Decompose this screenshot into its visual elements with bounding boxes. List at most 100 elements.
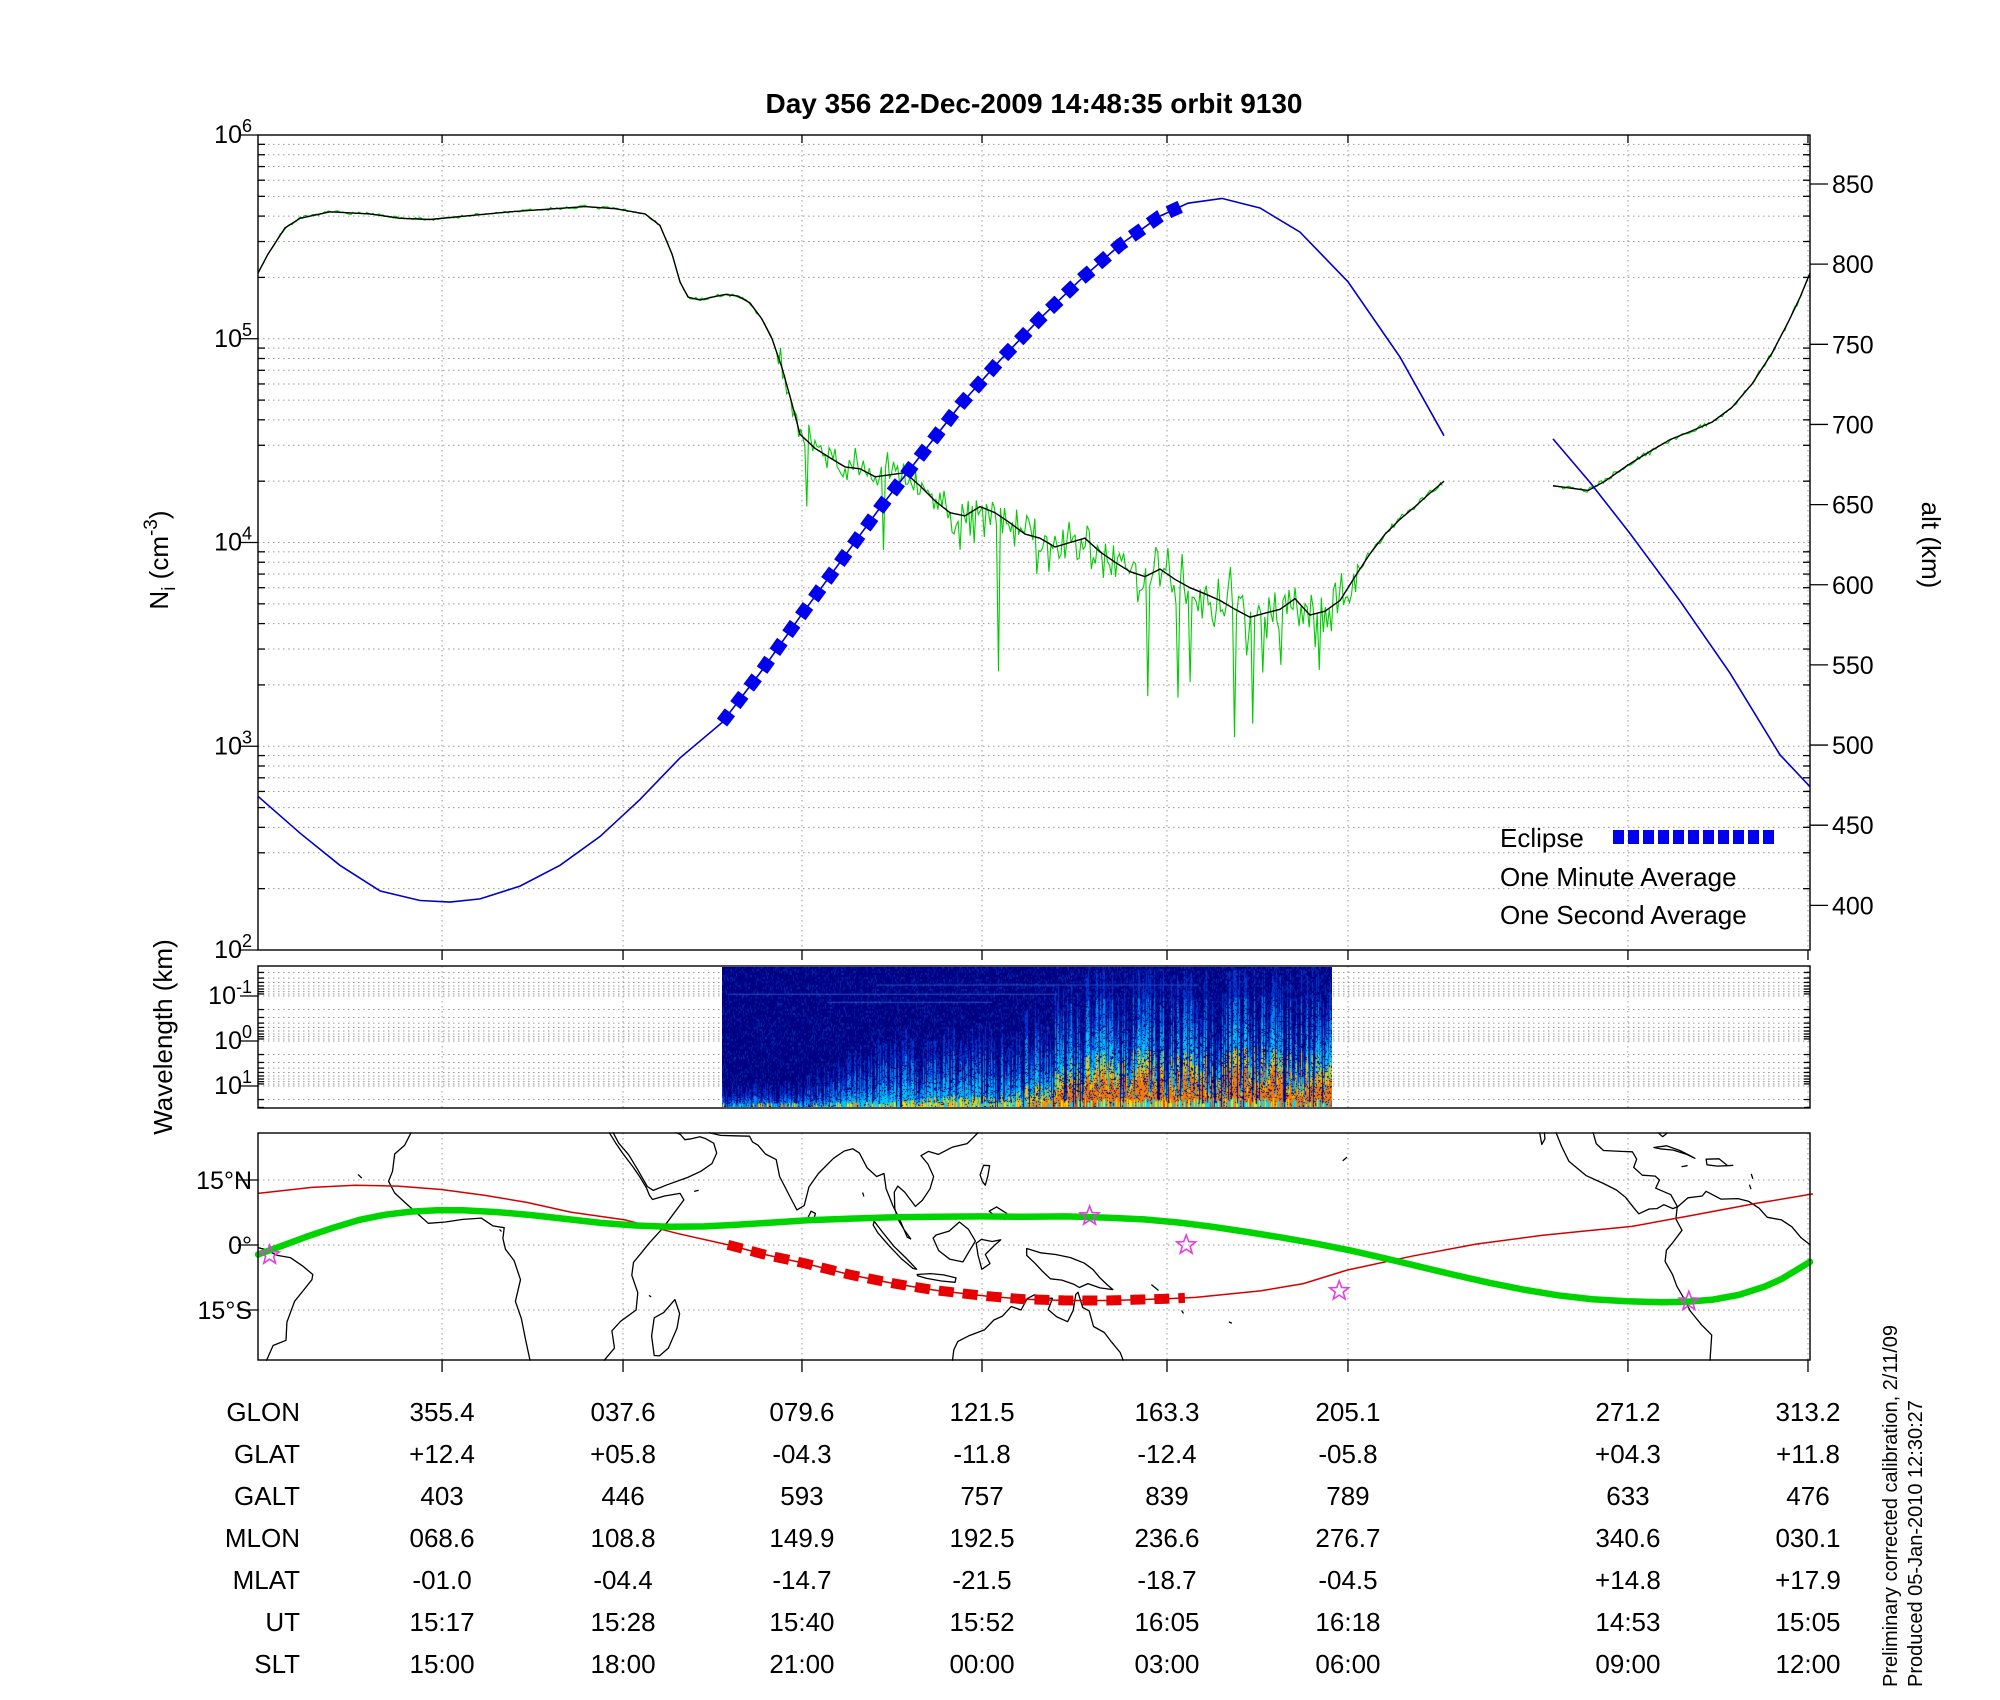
legend-one-second-label: One Second Average xyxy=(1500,900,1747,930)
table-cell: +17.9 xyxy=(1775,1565,1841,1595)
ni-tick-label: 105 xyxy=(214,320,252,353)
table-cell: 446 xyxy=(601,1481,644,1511)
table-cell: +04.3 xyxy=(1595,1439,1661,1469)
table-cell: 633 xyxy=(1606,1481,1649,1511)
coastline xyxy=(257,1246,314,1361)
alt-axis-label: alt (km) xyxy=(1916,502,1946,589)
produced-annotation: Produced 05-Jan-2010 12:30:27 xyxy=(1905,1400,1927,1687)
table-cell: +11.8 xyxy=(1776,1439,1840,1469)
coastline xyxy=(1026,1247,1114,1291)
tick-base: 10 xyxy=(214,1027,242,1055)
altitude-curve-right xyxy=(1552,438,1811,788)
table-cell: 00:00 xyxy=(949,1649,1014,1679)
panel-frame xyxy=(257,134,1811,951)
table-cell: 313.2 xyxy=(1775,1397,1840,1427)
tick-base: 10 xyxy=(214,325,242,353)
ni-tick-label: 103 xyxy=(214,727,252,760)
table-cell: 037.6 xyxy=(590,1397,655,1427)
eclipse-ground-track xyxy=(726,1239,1186,1306)
coastline xyxy=(387,1132,531,1361)
coastline xyxy=(1342,1156,1348,1162)
table-cell: 276.7 xyxy=(1315,1523,1380,1553)
table-cell: 236.6 xyxy=(1134,1523,1199,1553)
table-row-label: GLAT xyxy=(234,1439,300,1469)
table-cell: 030.1 xyxy=(1775,1523,1840,1553)
one-second-average-curve xyxy=(257,204,1443,738)
table-cell: +05.8 xyxy=(590,1439,656,1469)
alt-tick-label: 650 xyxy=(1832,492,1874,520)
table-cell: 16:05 xyxy=(1134,1607,1199,1637)
coastline xyxy=(975,1238,1002,1270)
table-cell: 839 xyxy=(1145,1481,1188,1511)
table-cell: 355.4 xyxy=(410,1397,475,1427)
panel-frame xyxy=(257,965,1811,1109)
table-row-label: GLON xyxy=(226,1397,300,1427)
alt-tick-label: 500 xyxy=(1832,732,1874,760)
table-cell: +12.4 xyxy=(409,1439,475,1469)
table-cell: 149.9 xyxy=(769,1523,834,1553)
wavelength-tick-label: 100 xyxy=(214,1022,252,1055)
table-cell: 271.2 xyxy=(1595,1397,1660,1427)
table-cell: -04.5 xyxy=(1318,1565,1377,1595)
table-row-label: SLT xyxy=(254,1649,300,1679)
table-cell: 789 xyxy=(1326,1481,1369,1511)
alt-tick-label: 700 xyxy=(1832,411,1874,439)
coastline xyxy=(1748,1184,1752,1190)
coastline xyxy=(650,1298,681,1357)
alt-tick-label: 800 xyxy=(1832,251,1874,279)
tick-exponent: 2 xyxy=(242,931,252,951)
table-cell: 340.6 xyxy=(1595,1523,1660,1553)
coastline xyxy=(862,1192,865,1197)
table-cell: 476 xyxy=(1786,1481,1829,1511)
table-cell: 403 xyxy=(420,1481,463,1511)
wavelength-axis-label: Wavelength (km) xyxy=(148,939,178,1135)
coastline xyxy=(708,1132,979,1240)
ni-tick-label: 106 xyxy=(214,116,252,149)
coastline xyxy=(499,1229,502,1232)
eclipse-dash xyxy=(1703,830,1714,844)
coastline xyxy=(1181,1310,1184,1314)
alt-tick-label: 850 xyxy=(1832,171,1874,199)
table-cell: -18.7 xyxy=(1137,1565,1196,1595)
latitude-tick-label: 0° xyxy=(228,1232,252,1260)
tick-exponent: 0 xyxy=(242,1022,252,1042)
eclipse-dash xyxy=(1748,830,1759,844)
ni-tick-label: 102 xyxy=(214,931,252,964)
table-cell: -04.4 xyxy=(593,1565,652,1595)
table-row-label: GALT xyxy=(234,1481,300,1511)
eclipse-dash xyxy=(1688,830,1699,844)
table-cell: 205.1 xyxy=(1315,1397,1380,1427)
table-cell: -21.5 xyxy=(952,1565,1011,1595)
coastline xyxy=(357,1174,363,1179)
tick-exponent: 3 xyxy=(242,727,252,747)
tick-exponent: 5 xyxy=(242,320,252,340)
coastline xyxy=(1750,1173,1754,1179)
table-cell: 15:00 xyxy=(410,1649,475,1679)
ground-station-star xyxy=(1677,1289,1701,1312)
coastline xyxy=(1228,1321,1233,1324)
table-cell: 15:28 xyxy=(590,1607,655,1637)
tick-exponent: -1 xyxy=(236,977,252,997)
wavelength-tick-label: 101 xyxy=(214,1067,252,1100)
tick-base: 10 xyxy=(214,1072,242,1100)
coastline xyxy=(648,1295,652,1298)
coastline xyxy=(603,1132,685,1361)
eclipse-dash xyxy=(1763,830,1774,844)
plots: 1061051041031028508007507006506005505004… xyxy=(196,116,1874,1679)
table-cell: +14.8 xyxy=(1595,1565,1661,1595)
ground-station-star xyxy=(257,1242,282,1265)
ni-tick-label: 104 xyxy=(214,524,252,557)
table-cell: 163.3 xyxy=(1134,1397,1199,1427)
ground-station-star xyxy=(1327,1278,1351,1301)
ground-station-star xyxy=(1174,1232,1198,1255)
tick-base: 10 xyxy=(214,936,242,964)
table-cell: -01.0 xyxy=(412,1565,471,1595)
one-minute-average-curve xyxy=(257,205,1445,618)
table-cell: 108.8 xyxy=(590,1523,655,1553)
tick-exponent: 4 xyxy=(242,524,252,544)
table-cell: 192.5 xyxy=(949,1523,1014,1553)
tick-base: 10 xyxy=(214,732,242,760)
coastline xyxy=(872,1220,918,1270)
table-cell: 121.5 xyxy=(949,1397,1014,1427)
